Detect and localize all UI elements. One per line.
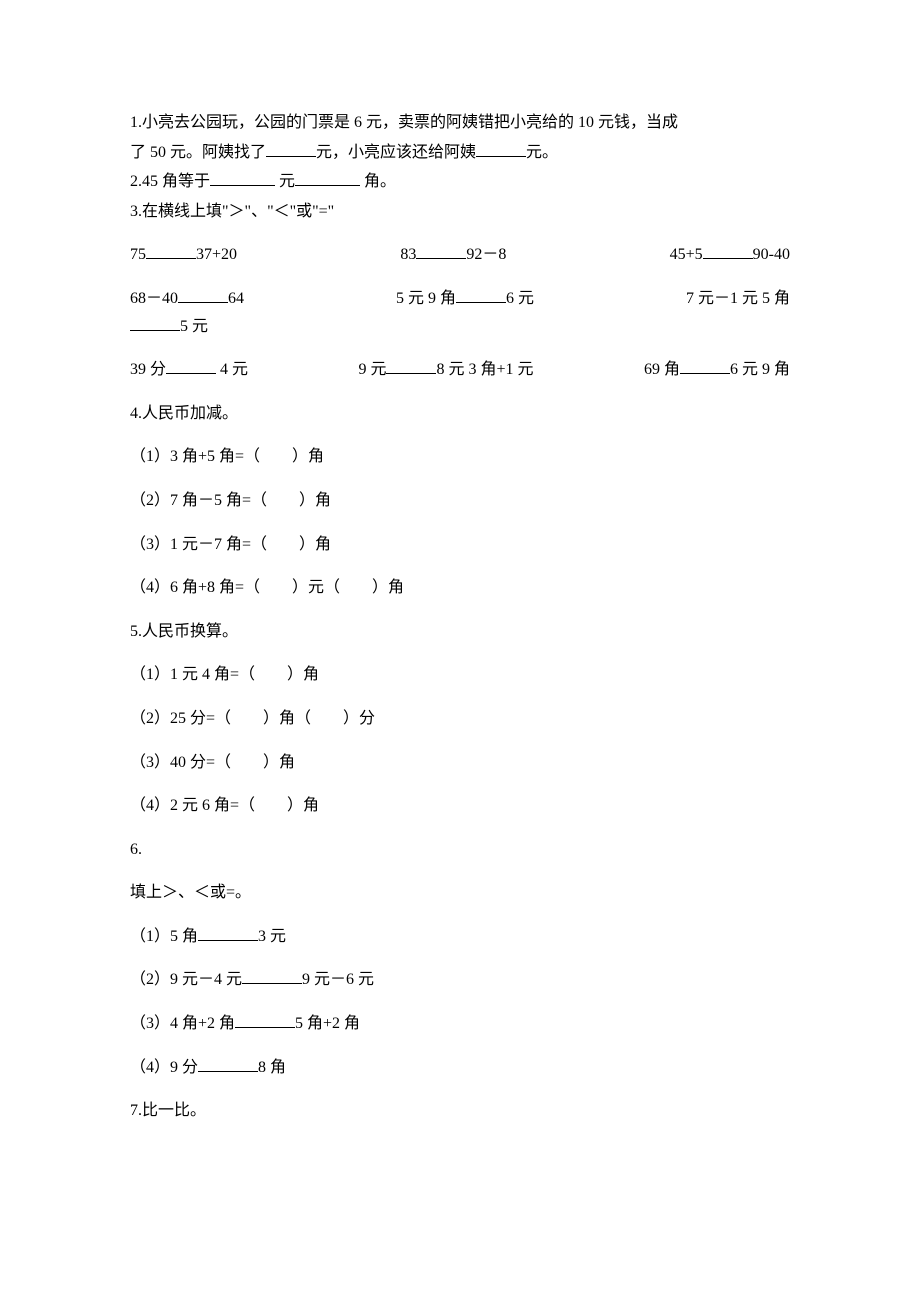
q3-r3c3b: 6 元 9 角	[730, 361, 790, 378]
q3-row3: 39 分 4 元 9 元 8 元 3 角+1 元 69 角 6 元 9 角	[130, 357, 790, 383]
q3-r3c2a: 9 元	[358, 361, 386, 378]
q2-line: 2.45 角等于 元 角。	[130, 169, 790, 195]
q3-r2c1: 68－40 64	[130, 286, 244, 312]
q6-i3a: （3）4 角+2 角	[130, 1015, 235, 1032]
q3-r3c2-blank[interactable]	[386, 357, 436, 374]
q6-i1b: 3 元	[258, 928, 286, 945]
q6-i2: （2）9 元－4 元 9 元－6 元	[130, 967, 790, 993]
q3-r1c2-blank[interactable]	[416, 242, 466, 259]
q6-i2a: （2）9 元－4 元	[130, 971, 242, 988]
q5-i3: （3）40 分=（ ）角	[130, 750, 790, 776]
q3-r2c3b: 5 元	[180, 318, 208, 335]
q3-r3c3-blank[interactable]	[680, 357, 730, 374]
q3-r1c3a: 45+5	[670, 246, 703, 263]
q6-i4: （4）9 分 8 角	[130, 1055, 790, 1081]
q1-blank1[interactable]	[266, 140, 316, 157]
q3-r3c1: 39 分 4 元	[130, 357, 248, 383]
q3-r2c1a: 68－40	[130, 290, 178, 307]
q4-i1: （1）3 角+5 角=（ ）角	[130, 444, 790, 470]
q6-i1-blank[interactable]	[198, 924, 258, 941]
q4-i2: （2）7 角－5 角=（ ）角	[130, 488, 790, 514]
q5-i4: （4）2 元 6 角=（ ）角	[130, 793, 790, 819]
q3-row2-wrap: 5 元	[130, 314, 790, 340]
q3-r3c2: 9 元 8 元 3 角+1 元	[358, 357, 533, 383]
q2-blank2[interactable]	[295, 169, 360, 186]
q1-line2-b: 元，小亮应该还给阿姨	[316, 144, 476, 161]
q3-r2c2-blank[interactable]	[456, 286, 506, 303]
q2-blank1[interactable]	[210, 169, 275, 186]
q3-r1c1b: 37+20	[196, 246, 237, 263]
worksheet-page: 1.小亮去公园玩，公园的门票是 6 元，卖票的阿姨错把小亮给的 10 元钱，当成…	[0, 0, 920, 1302]
q2-b: 元	[275, 173, 295, 190]
q6-head: 6.	[130, 837, 790, 863]
q3-row1: 75 37+20 83 92－8 45+5 90-40	[130, 242, 790, 268]
q3-r1c1: 75 37+20	[130, 242, 237, 268]
q3-r2c3a: 7 元－1 元 5 角	[686, 290, 790, 307]
q1-line1: 1.小亮去公园玩，公园的门票是 6 元，卖票的阿姨错把小亮给的 10 元钱，当成	[130, 110, 790, 136]
q1-blank2[interactable]	[476, 140, 526, 157]
q6-i4b: 8 角	[258, 1059, 286, 1076]
q3-r1c2b: 92－8	[466, 246, 506, 263]
q2-a: 2.45 角等于	[130, 173, 210, 190]
q6-i3-blank[interactable]	[235, 1011, 295, 1028]
q3-r3c1a: 39 分	[130, 361, 166, 378]
q6-i1a: （1）5 角	[130, 928, 198, 945]
q3-r2c3: 7 元－1 元 5 角	[686, 286, 790, 312]
q4-i4: （4）6 角+8 角=（ ）元（ ）角	[130, 575, 790, 601]
q3-row2: 68－40 64 5 元 9 角 6 元 7 元－1 元 5 角	[130, 286, 790, 312]
q1-line2-c: 元。	[526, 144, 558, 161]
q4-head: 4.人民币加减。	[130, 401, 790, 427]
q3-r1c3b: 90-40	[753, 246, 790, 263]
q6-i1: （1）5 角 3 元	[130, 924, 790, 950]
q6-i3: （3）4 角+2 角 5 角+2 角	[130, 1011, 790, 1037]
q1-line2: 了 50 元。阿姨找了 元，小亮应该还给阿姨 元。	[130, 140, 790, 166]
q3-r2c2a: 5 元 9 角	[396, 290, 456, 307]
q1-line2-a: 了 50 元。阿姨找了	[130, 144, 266, 161]
q3-r3c1b: 4 元	[216, 361, 248, 378]
q3-r2c2b: 6 元	[506, 290, 534, 307]
q3-r3c3a: 69 角	[644, 361, 680, 378]
q3-r2c2: 5 元 9 角 6 元	[396, 286, 534, 312]
q3-r3c3: 69 角 6 元 9 角	[644, 357, 790, 383]
q5-i1: （1）1 元 4 角=（ ）角	[130, 662, 790, 688]
q3-r1c2a: 83	[400, 246, 416, 263]
q6-i2-blank[interactable]	[242, 967, 302, 984]
q3-r2c3-blank[interactable]	[130, 314, 180, 331]
q6-i2b: 9 元－6 元	[302, 971, 374, 988]
q3-r1c3: 45+5 90-40	[670, 242, 790, 268]
q4-i3: （3）1 元－7 角=（ ）角	[130, 532, 790, 558]
q3-r1c1-blank[interactable]	[146, 242, 196, 259]
q3-r2c1b: 64	[228, 290, 244, 307]
q5-i2: （2）25 分=（ ）角（ ）分	[130, 706, 790, 732]
q6-i4a: （4）9 分	[130, 1059, 198, 1076]
q3-r3c1-blank[interactable]	[166, 357, 216, 374]
q6-i3b: 5 角+2 角	[295, 1015, 360, 1032]
q6-sub: 填上＞、＜或=。	[130, 880, 790, 906]
q3-head: 3.在横线上填"＞"、"＜"或"="	[130, 199, 790, 225]
q7-head: 7.比一比。	[130, 1098, 790, 1124]
q3-r1c2: 83 92－8	[400, 242, 506, 268]
q3-r3c2b: 8 元 3 角+1 元	[436, 361, 533, 378]
q6-i4-blank[interactable]	[198, 1055, 258, 1072]
q2-c: 角。	[360, 173, 396, 190]
q3-r1c3-blank[interactable]	[703, 242, 753, 259]
q3-r1c1a: 75	[130, 246, 146, 263]
q5-head: 5.人民币换算。	[130, 619, 790, 645]
q3-r2c1-blank[interactable]	[178, 286, 228, 303]
